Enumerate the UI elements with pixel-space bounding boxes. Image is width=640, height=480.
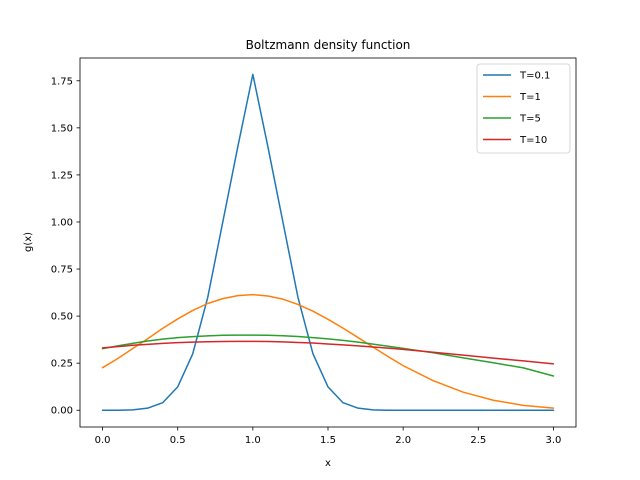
- chart-title: Boltzmann density function: [246, 38, 411, 52]
- y-axis: 0.00 0.25 0.50 0.75 1.00 1.25 1.50 1.75: [51, 76, 80, 417]
- x-axis-label: x: [325, 458, 331, 469]
- legend-label-3: T=10: [519, 135, 547, 146]
- series-line-0: [101, 73, 555, 411]
- x-tick-label: 0.5: [170, 435, 186, 446]
- y-tick-label: 1.00: [51, 217, 73, 228]
- x-tick-label: 1.5: [320, 435, 336, 446]
- y-tick-label: 1.50: [51, 123, 73, 134]
- y-tick-label: 0.75: [51, 265, 73, 276]
- y-tick-label: 0.00: [51, 406, 73, 417]
- series-line-3: [101, 340, 555, 365]
- y-axis-label: g(x): [23, 232, 34, 252]
- x-tick-label: 0.0: [95, 435, 111, 446]
- legend-label-0: T=0.1: [519, 71, 550, 82]
- plot-area: [101, 73, 555, 411]
- y-tick-label: 0.50: [51, 312, 73, 323]
- x-tick-label: 1.0: [245, 435, 261, 446]
- y-tick-label: 1.25: [51, 170, 73, 181]
- series-line-1: [101, 293, 555, 409]
- y-tick-label: 1.75: [51, 76, 73, 87]
- x-axis: 0.0 0.5 1.0 1.5 2.0 2.5 3.0: [95, 427, 562, 446]
- x-tick-label: 2.0: [395, 435, 411, 446]
- x-tick-label: 2.5: [470, 435, 486, 446]
- legend-label-2: T=5: [519, 114, 541, 125]
- legend-box: [476, 63, 571, 154]
- legend-label-1: T=1: [519, 92, 541, 103]
- x-tick-label: 3.0: [546, 435, 562, 446]
- y-tick-label: 0.25: [51, 359, 73, 370]
- legend: T=0.1 T=1 T=5 T=10: [476, 63, 571, 154]
